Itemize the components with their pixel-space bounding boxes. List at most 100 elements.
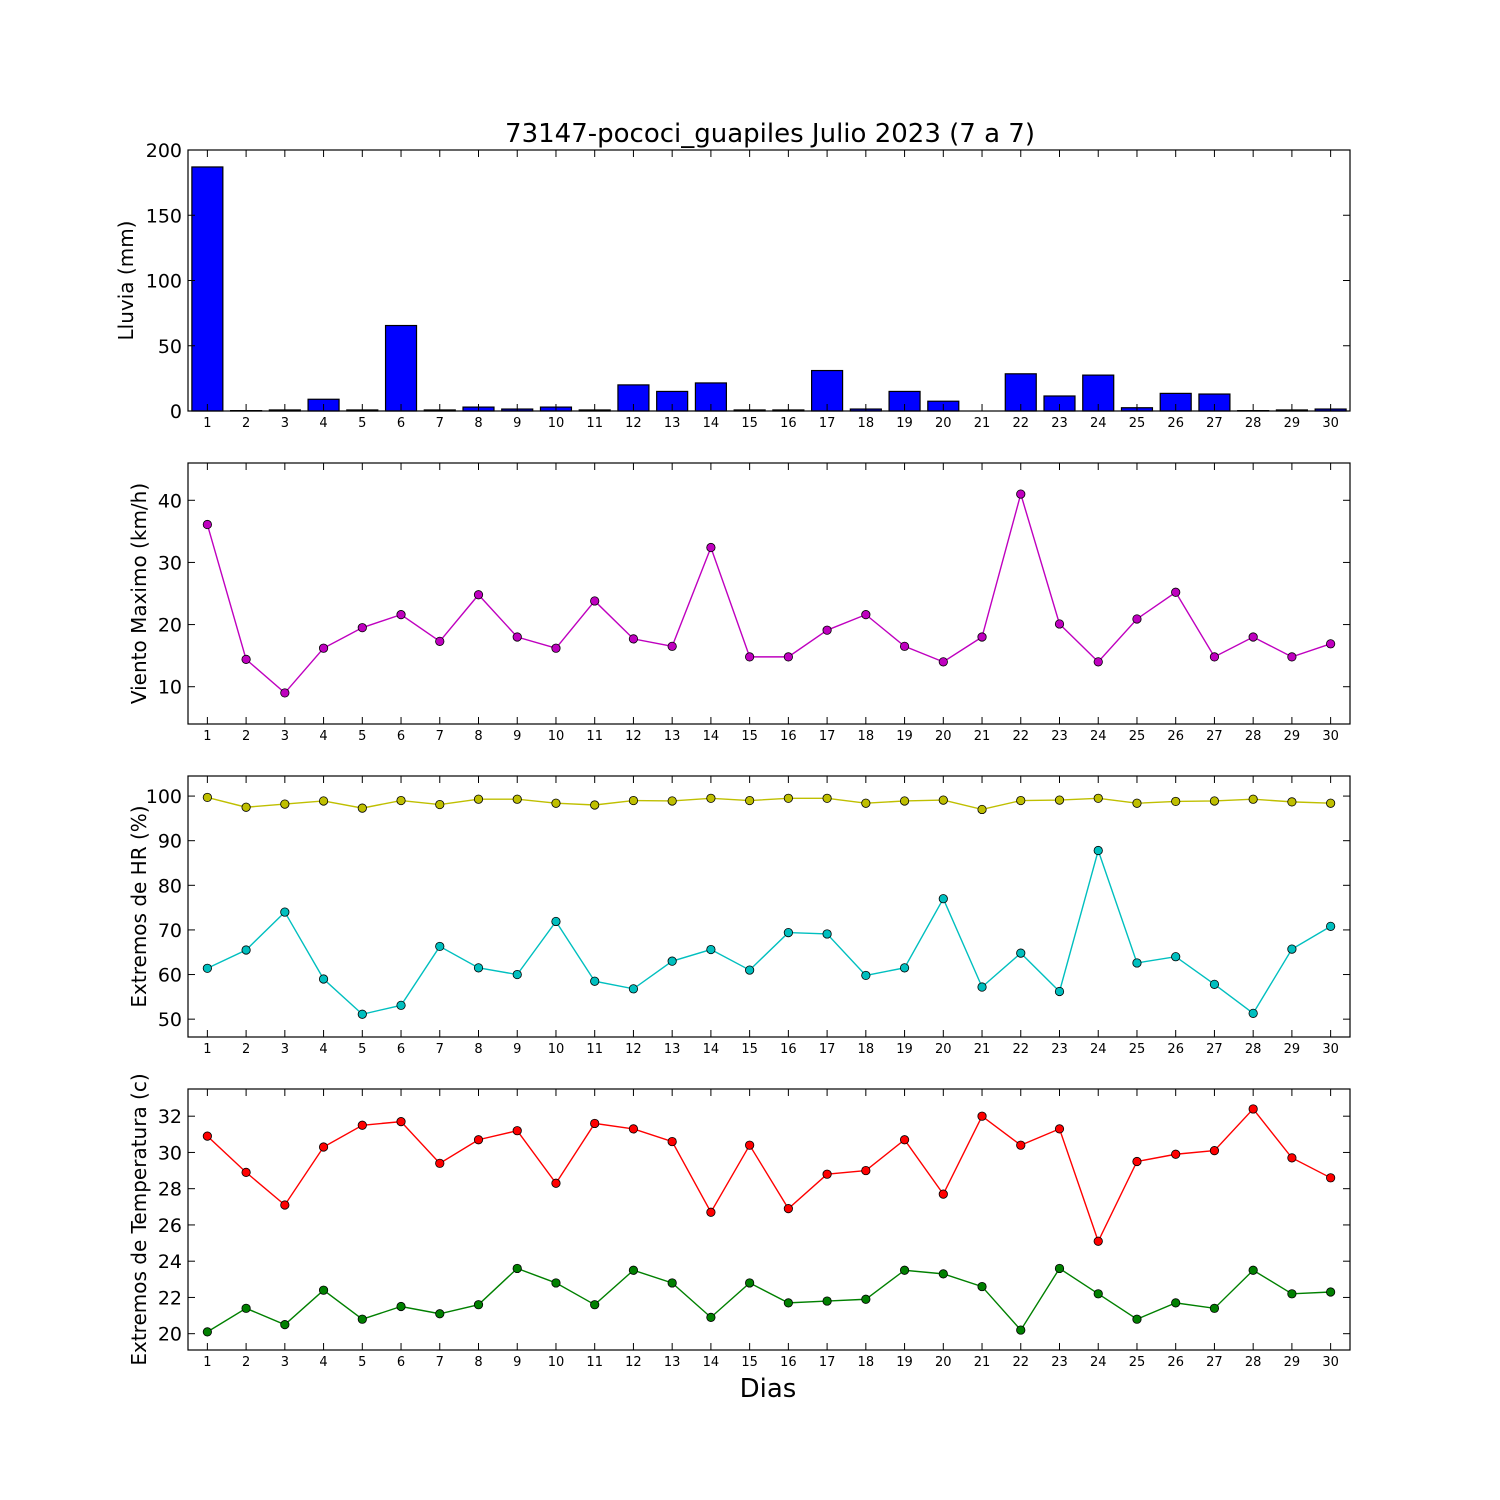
data-point — [822, 625, 832, 635]
x-tick-label: 20 — [935, 1042, 952, 1057]
x-tick-label: 6 — [397, 1355, 405, 1370]
data-point — [1093, 1236, 1103, 1246]
x-tick-label: 17 — [819, 729, 836, 744]
data-point — [590, 1300, 600, 1310]
data-point — [241, 802, 251, 812]
data-point — [1054, 1263, 1065, 1274]
y-tick-label: 50 — [158, 1009, 182, 1031]
data-point — [706, 944, 716, 955]
data-point — [1132, 798, 1142, 808]
data-point — [1209, 1303, 1220, 1313]
data-point — [822, 1169, 832, 1179]
y-tick-label: 28 — [158, 1179, 182, 1201]
data-point — [551, 798, 561, 808]
data-point — [202, 1327, 212, 1337]
x-tick-label: 11 — [586, 1042, 603, 1057]
y-tick-label: 70 — [158, 920, 182, 942]
x-tick-label: 23 — [1051, 1042, 1068, 1057]
x-tick-label: 28 — [1245, 729, 1262, 744]
data-point — [1248, 632, 1258, 642]
data-point — [1209, 979, 1220, 989]
x-tick-label: 19 — [896, 729, 913, 744]
y-tick-label: 60 — [158, 965, 182, 987]
data-point — [1287, 944, 1297, 954]
x-tick-label: 30 — [1322, 1042, 1339, 1057]
data-point — [1132, 1156, 1142, 1167]
data-point — [1209, 652, 1220, 662]
x-tick-label: 20 — [935, 729, 952, 744]
x-tick-label: 21 — [974, 729, 991, 744]
x-tick-label: 10 — [548, 729, 565, 744]
x-tick-label: 13 — [664, 729, 681, 744]
data-point — [822, 1296, 832, 1306]
x-tick-label: 28 — [1245, 1042, 1262, 1057]
data-point — [745, 795, 755, 806]
series-line — [206, 1107, 1331, 1244]
data-point — [1171, 587, 1181, 597]
data-point — [1171, 1149, 1181, 1159]
data-point — [435, 1309, 445, 1319]
x-tick-label: 7 — [436, 729, 444, 744]
data-point — [938, 657, 948, 667]
data-point — [1248, 1008, 1258, 1018]
data-point — [861, 1294, 871, 1304]
data-point — [241, 1303, 251, 1313]
y-tick-label: 80 — [158, 875, 182, 897]
x-tick-label: 21 — [974, 1355, 991, 1370]
data-point — [977, 1281, 987, 1292]
plot-frame — [187, 462, 1351, 725]
data-point — [899, 796, 910, 806]
x-tick-label: 5 — [358, 416, 366, 431]
data-point — [318, 643, 329, 653]
data-point — [590, 596, 600, 606]
x-tick-label: 12 — [625, 729, 642, 744]
x-tick-label: 6 — [397, 1042, 405, 1057]
chart-title: 73147-pococi_guapiles Julio 2023 (7 a 7) — [505, 119, 1035, 149]
y-axis-label: Lluvia (mm) — [114, 221, 138, 341]
data-point — [1287, 1153, 1297, 1163]
data-point — [667, 796, 677, 806]
x-tick-label: 7 — [436, 416, 444, 431]
x-tick-label: 2 — [242, 1042, 250, 1057]
data-point — [628, 984, 639, 994]
x-tick-label: 17 — [819, 1355, 836, 1370]
x-tick-label: 27 — [1206, 1042, 1223, 1057]
data-point — [1093, 1289, 1103, 1299]
data-point — [396, 610, 406, 620]
data-point — [1054, 1124, 1065, 1134]
x-tick-label: 11 — [586, 1355, 603, 1370]
series-line — [207, 848, 1331, 1016]
data-point — [318, 974, 329, 984]
x-tick-label: 8 — [474, 729, 482, 744]
x-tick-label: 2 — [242, 1355, 250, 1370]
data-point — [1016, 948, 1026, 958]
x-tick-label: 1 — [203, 416, 211, 431]
x-tick-label: 11 — [586, 416, 603, 431]
data-point — [512, 1126, 522, 1136]
data-point — [357, 623, 367, 633]
data-point — [357, 1120, 367, 1130]
data-point — [899, 1265, 910, 1275]
x-tick-label: 16 — [780, 729, 797, 744]
x-tick-label: 9 — [513, 1042, 521, 1057]
x-tick-label: 23 — [1051, 1355, 1068, 1370]
data-point — [280, 1200, 290, 1210]
data-point — [551, 643, 561, 653]
x-axis-label: Dias — [740, 1374, 797, 1404]
x-tick-label: 20 — [935, 1355, 952, 1370]
data-point — [473, 963, 484, 973]
data-point — [783, 927, 793, 938]
data-point — [977, 804, 987, 815]
y-tick-label: 30 — [158, 552, 182, 574]
x-tick-label: 17 — [819, 1042, 836, 1057]
x-tick-label: 18 — [858, 1042, 875, 1057]
x-tick-label: 26 — [1167, 1355, 1184, 1370]
data-point — [899, 1135, 910, 1145]
x-tick-label: 29 — [1284, 1355, 1301, 1370]
y-tick-label: 20 — [158, 1324, 182, 1346]
